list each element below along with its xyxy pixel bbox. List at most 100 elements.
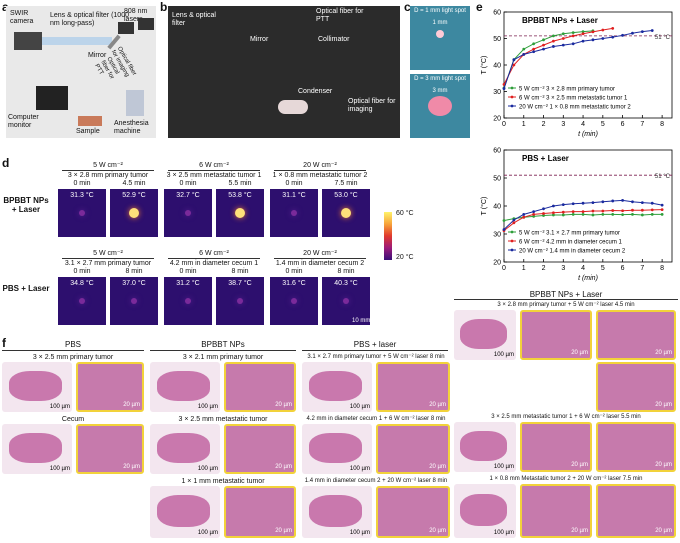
- data-point: [640, 213, 644, 217]
- x-tick-label: 1: [522, 265, 526, 272]
- y-tick-label: 20: [493, 260, 501, 267]
- swir-camera-label: SWIR camera: [10, 10, 34, 25]
- bp-row2-caption: 3 × 2.5 mm metastatic tumor: [178, 416, 268, 423]
- data-point: [571, 213, 575, 216]
- spot-3mm-title: D = 3 mm light spot: [414, 76, 466, 82]
- anesthesia-icon: [126, 90, 144, 116]
- x-tick-label: 6: [621, 265, 625, 272]
- thermal-desc: 3 × 2.8 mm primary tumor: [67, 172, 149, 179]
- thermal-time-1: 7.5 min: [334, 180, 358, 187]
- data-point: [561, 210, 565, 214]
- data-point: [542, 47, 545, 51]
- thermal-rule: [62, 170, 154, 171]
- data-point: [532, 42, 536, 46]
- data-point: [522, 215, 526, 219]
- histology-zoom: 20 µm: [224, 362, 296, 412]
- colorbar: [384, 212, 392, 260]
- y-tick-label: 60: [493, 10, 501, 17]
- scale-bar-label: 100 µm: [349, 404, 370, 410]
- thermal-time-1: 5.5 min: [228, 180, 252, 187]
- data-point: [581, 32, 585, 36]
- thermal-time-0: 0 min: [179, 268, 197, 275]
- lens-filter-label: Lens & optical filter (1000 nm long-pass…: [50, 12, 129, 27]
- data-point: [621, 33, 624, 37]
- thermal-time-0: 0 min: [73, 180, 91, 187]
- data-point: [611, 209, 615, 212]
- data-point: [522, 213, 526, 216]
- thermal-desc: 1 × 0.8 mm metastatic tumor 2: [272, 172, 368, 179]
- thermal-rule: [274, 258, 366, 259]
- computer-label: Computer monitor: [8, 114, 39, 129]
- tissue-section: [309, 433, 362, 463]
- data-point: [552, 204, 555, 208]
- data-point: [542, 212, 545, 215]
- thermal-image: 38.7 °C: [216, 277, 264, 325]
- thermal-temp-value: 38.7 °C: [228, 280, 252, 287]
- chart-title: PBS + Laser: [522, 154, 569, 163]
- thermal-image: 37.0 °C: [110, 277, 158, 325]
- threshold-label: 51 °C: [655, 174, 671, 180]
- histology-zoom: 20 µm: [224, 424, 296, 474]
- data-point: [542, 207, 545, 211]
- data-point: [631, 208, 634, 212]
- thermal-temp-value: 31.6 °C: [282, 280, 306, 287]
- scale-bar-label: 100 µm: [49, 466, 70, 472]
- legend-entry: 20 W cm⁻² 1 × 0.8 mm metastatic tumor 2: [519, 104, 631, 110]
- data-point: [561, 37, 565, 40]
- data-point: [660, 203, 664, 207]
- data-point: [581, 30, 585, 34]
- x-tick-label: 6: [621, 121, 625, 128]
- fiber-imaging-label-b: Optical fiber for imaging: [348, 98, 396, 113]
- tissue-section: [309, 371, 362, 401]
- data-point: [552, 34, 555, 38]
- data-point: [631, 213, 634, 216]
- legend-marker: [510, 104, 514, 108]
- sample-icon: [78, 116, 102, 126]
- thermal-power: 5 W cm⁻²: [93, 250, 123, 257]
- data-point: [571, 202, 575, 206]
- histology-overview: 100 µm: [150, 424, 220, 474]
- y-axis-label: T (°C): [480, 56, 488, 75]
- histology-overview: 100 µm: [454, 422, 516, 472]
- tissue-section: [460, 431, 507, 461]
- tissue-section: [157, 371, 210, 401]
- y-tick-label: 60: [493, 148, 501, 155]
- data-point: [601, 209, 605, 213]
- thermal-image: 53.8 °C: [216, 189, 264, 237]
- spot-1mm-size: 1 mm: [432, 20, 448, 26]
- thermal-images: BPBBT NPs + Laser 5 W cm⁻² 3 × 2.8 mm prim…: [0, 160, 470, 340]
- scale-bar-label: 100 µm: [493, 464, 514, 470]
- chart-pbs: 20 30 40 50 60 0 1 2 3 4 5 6 7 8 t (min) T (°C) PBS + La…: [480, 148, 673, 282]
- scale-bar-label: 100 µm: [197, 530, 218, 536]
- legend-marker: [510, 230, 514, 234]
- series-line: [503, 30, 653, 89]
- data-point: [552, 213, 555, 217]
- data-point: [581, 210, 585, 213]
- fiber-ptt-label-b: Optical fiber for PTT: [316, 8, 364, 23]
- histology-zoom: 20 µm: [596, 484, 676, 538]
- histology-overview: 100 µm: [454, 484, 516, 538]
- tissue-section: [9, 371, 62, 401]
- right-rule: [454, 299, 678, 300]
- y-tick-label: 50: [493, 36, 501, 43]
- thermal-temp-value: 53.0 °C: [334, 192, 358, 199]
- thermal-hotspot: [235, 208, 245, 218]
- setup-photo: Lens & optical filter Mirror Optical fib…: [168, 6, 400, 138]
- series-line: [503, 27, 613, 85]
- thermal-desc: 3 × 2.5 mm metastatic tumor 1: [166, 172, 262, 179]
- thermal-rule: [62, 258, 154, 259]
- data-point: [591, 209, 595, 213]
- tissue-section: [460, 319, 507, 349]
- x-tick-label: 4: [581, 265, 585, 272]
- x-tick-label: 2: [542, 265, 546, 272]
- thermal-rule: [274, 170, 366, 171]
- thermal-temp-value: 53.8 °C: [228, 192, 252, 199]
- panel-label-e: e: [476, 0, 483, 14]
- scale-bar-label: 20 µm: [571, 462, 588, 468]
- thermal-time-1: 8 min: [125, 268, 143, 275]
- pl-row3-caption: 1.4 mm in diameter cecum 2 + 20 W cm⁻² l…: [304, 478, 448, 484]
- schematic-setup: SWIR camera Lens & optical filter (1000 …: [6, 6, 156, 138]
- thermal-image: 31.2 °C: [164, 277, 212, 325]
- data-point: [571, 31, 575, 35]
- data-point: [601, 37, 605, 40]
